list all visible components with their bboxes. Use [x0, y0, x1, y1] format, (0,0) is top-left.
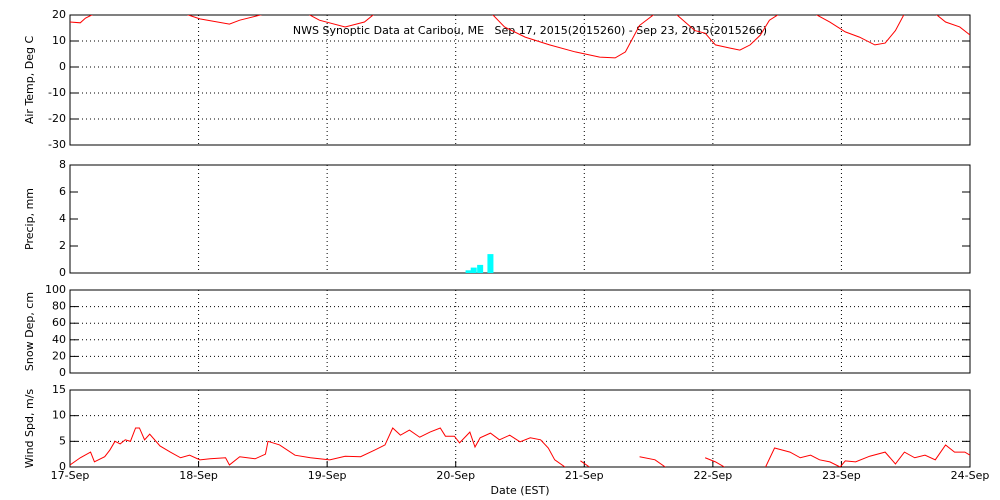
plot-area	[70, 427, 970, 467]
y-tick-label: -10	[48, 86, 66, 99]
data-line	[70, 427, 970, 467]
y-tick-label: 0	[59, 460, 66, 473]
bar	[477, 264, 484, 273]
plot-area	[70, 15, 970, 59]
y-tick-label: 5	[59, 434, 66, 447]
y-tick-label: 10	[52, 409, 66, 422]
plot-frame	[69, 389, 971, 468]
y-tick-label: 0	[59, 60, 66, 73]
y-tick-label: 20	[52, 8, 66, 21]
x-tick-label: 21-Sep	[565, 469, 604, 482]
y-axis-label: Air Temp, Deg C	[23, 36, 36, 125]
data-line	[70, 15, 970, 59]
x-tick-label: 22-Sep	[694, 469, 733, 482]
y-axis-label: Precip, mm	[23, 188, 36, 250]
x-tick-label: 24-Sep	[951, 469, 990, 482]
x-axis-label: Date (EST)	[490, 484, 549, 497]
y-tick-label: -20	[48, 112, 66, 125]
y-tick-label: 40	[52, 333, 66, 346]
y-tick-label: 20	[52, 349, 66, 362]
y-tick-label: 60	[52, 316, 66, 329]
y-tick-label: 0	[59, 366, 66, 379]
bar	[487, 254, 494, 273]
bar	[465, 270, 472, 273]
plot-area	[465, 254, 494, 273]
y-tick-label: 8	[59, 158, 66, 171]
plot-frame	[69, 14, 971, 146]
y-tick-label: 6	[59, 185, 66, 198]
y-axis-label: Wind Spd, m/s	[23, 389, 36, 469]
x-tick-label: 20-Sep	[436, 469, 475, 482]
y-tick-label: 15	[52, 383, 66, 396]
y-tick-label: 80	[52, 300, 66, 313]
y-tick-label: 100	[45, 283, 66, 296]
y-tick-label: 10	[52, 34, 66, 47]
bar	[470, 267, 477, 273]
plot-frame	[69, 289, 971, 374]
y-tick-label: 4	[59, 212, 66, 225]
x-tick-label: 19-Sep	[308, 469, 347, 482]
y-tick-label: -30	[48, 138, 66, 151]
chart-title: NWS Synoptic Data at Caribou, ME Sep 17,…	[293, 24, 767, 37]
x-tick-label: 23-Sep	[822, 469, 861, 482]
plot-frame	[69, 164, 971, 274]
y-tick-label: 2	[59, 239, 66, 252]
y-axis-label: Snow Dep, cm	[23, 292, 36, 371]
x-tick-label: 17-Sep	[51, 469, 90, 482]
x-tick-label: 18-Sep	[179, 469, 218, 482]
y-tick-label: 0	[59, 266, 66, 279]
